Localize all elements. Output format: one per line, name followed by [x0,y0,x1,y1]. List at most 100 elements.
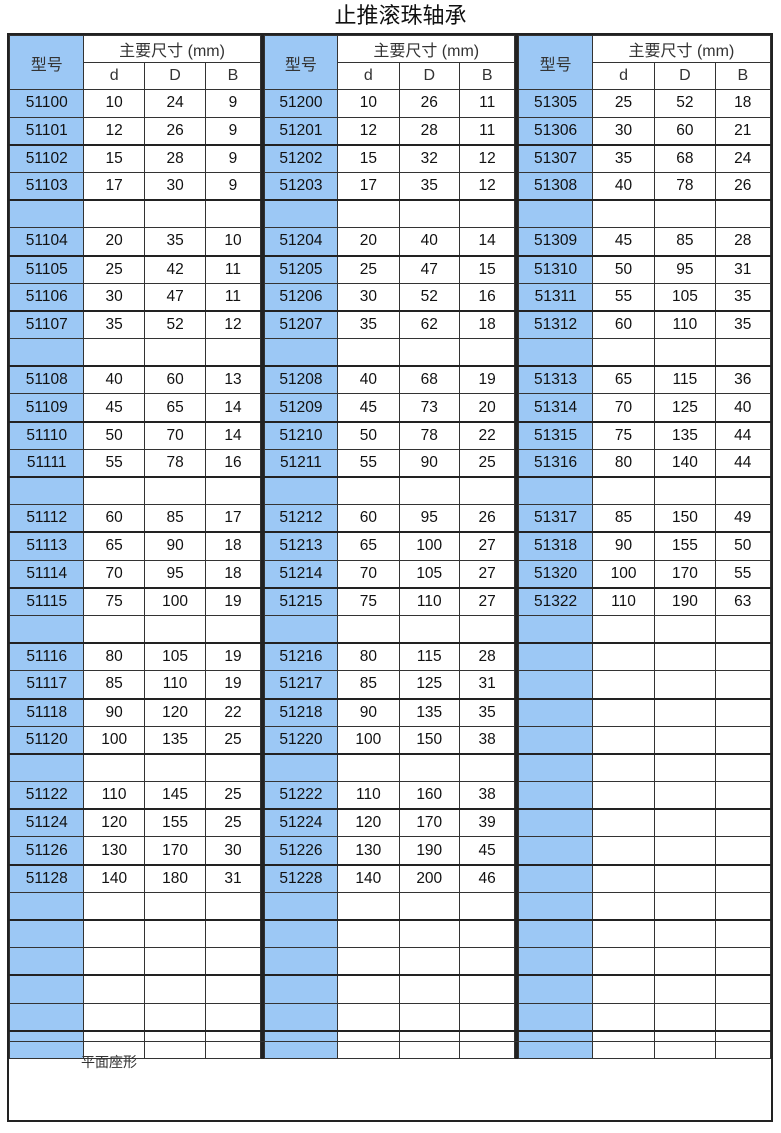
B-cell: 50 [714,531,772,561]
model-cell [8,199,85,229]
d-cell: 60 [337,504,400,534]
B-cell: 15 [458,255,516,284]
d-cell: 130 [337,836,400,866]
model-cell [518,1002,593,1032]
D-cell: 42 [143,255,207,284]
D-cell: 110 [143,670,207,700]
model-cell: 51308 [518,171,593,202]
B-cell [714,808,772,838]
d-cell [591,919,656,949]
B-cell: 55 [714,559,772,589]
B-cell: 18 [205,531,261,561]
d-cell [591,725,656,755]
bearing-table-2: 型号 主要尺寸 (mm) d D B 51200 10 26 11 51201 12 28 11 5120… [263,34,519,1059]
model-header: 型号 [518,34,593,91]
model-cell [518,698,593,727]
footer-note: 平面座形 [81,1055,137,1071]
table-row: 51322 110 190 63 [518,587,772,616]
D-cell [654,974,716,1004]
model-cell [518,199,593,229]
D-cell: 68 [654,144,716,173]
table-row: 51208 40 68 19 [263,365,516,395]
D-cell: 78 [654,171,716,202]
table-row: 51226 130 190 45 [263,836,516,866]
d-cell: 110 [337,781,400,811]
d-cell: 120 [337,808,400,838]
B-cell: 25 [205,781,261,811]
B-cell [458,614,516,645]
B-cell: 11 [458,116,516,146]
model-cell: 51309 [518,227,593,257]
table-row: 51124 120 155 25 [8,808,261,838]
empty-row [518,1002,772,1032]
B-cell: 18 [458,310,516,340]
table-row: 51222 110 160 38 [263,781,516,811]
d-cell: 55 [337,448,400,478]
D-cell: 30 [143,171,207,202]
d-cell: 110 [83,781,145,811]
table-row: 51117 85 110 19 [8,670,261,700]
table-row: 51126 130 170 30 [8,836,261,866]
B-cell: 14 [205,393,261,423]
table-row: 51215 75 110 27 [263,587,516,616]
empty-row [518,891,772,921]
table-row: 51308 40 78 26 [518,171,772,202]
model-cell: 51114 [8,559,85,589]
table-row: 51104 20 35 10 [8,227,261,257]
empty-row [8,199,261,229]
D-cell [654,614,716,645]
B-cell: 18 [714,89,772,118]
model-cell [263,891,339,921]
D-cell: 78 [398,421,460,450]
D-cell: 95 [398,504,460,534]
d-cell: 90 [591,531,656,561]
B-cell: 45 [458,836,516,866]
model-cell: 51316 [518,448,593,478]
B-cell [458,338,516,368]
B-cell: 63 [714,587,772,616]
empty-row [8,947,261,977]
B-cell: 13 [205,365,261,395]
d-cell: 30 [83,282,145,312]
B-cell: 40 [714,393,772,423]
D-cell [398,1002,460,1032]
B-cell [714,642,772,672]
D-cell: 125 [654,393,716,423]
d-cell [591,808,656,838]
D-cell: 140 [654,448,716,478]
d-cell [591,974,656,1004]
B-cell [714,781,772,811]
d-cell [591,698,656,727]
d-cell: 140 [337,864,400,893]
B-cell [714,753,772,783]
table-row: 51309 45 85 28 [518,227,772,257]
D-cell: 85 [143,504,207,534]
D-cell: 26 [398,89,460,118]
d-cell: 50 [591,255,656,284]
B-cell: 30 [205,836,261,866]
B-cell: 11 [458,89,516,118]
empty-row [263,614,516,645]
B-cell: 12 [458,171,516,202]
D-cell [654,642,716,672]
D-cell: 160 [398,781,460,811]
d-cell: 15 [337,144,400,173]
model-cell: 51104 [8,227,85,257]
D-cell [654,476,716,506]
D-cell [654,698,716,727]
d-cell [83,753,145,783]
D-cell [654,891,716,921]
model-cell: 51215 [263,587,339,616]
table-row: 51106 30 47 11 [8,282,261,312]
D-cell [143,919,207,949]
d-cell: 90 [337,698,400,727]
D-cell: 105 [654,282,716,312]
table-row: 51316 80 140 44 [518,448,772,478]
B-cell: 12 [205,310,261,340]
D-cell: 52 [398,282,460,312]
model-cell: 51314 [518,393,593,423]
dimension-d-header: d [337,62,400,91]
D-cell: 110 [654,310,716,340]
B-cell: 39 [458,808,516,838]
model-cell: 51212 [263,504,339,534]
